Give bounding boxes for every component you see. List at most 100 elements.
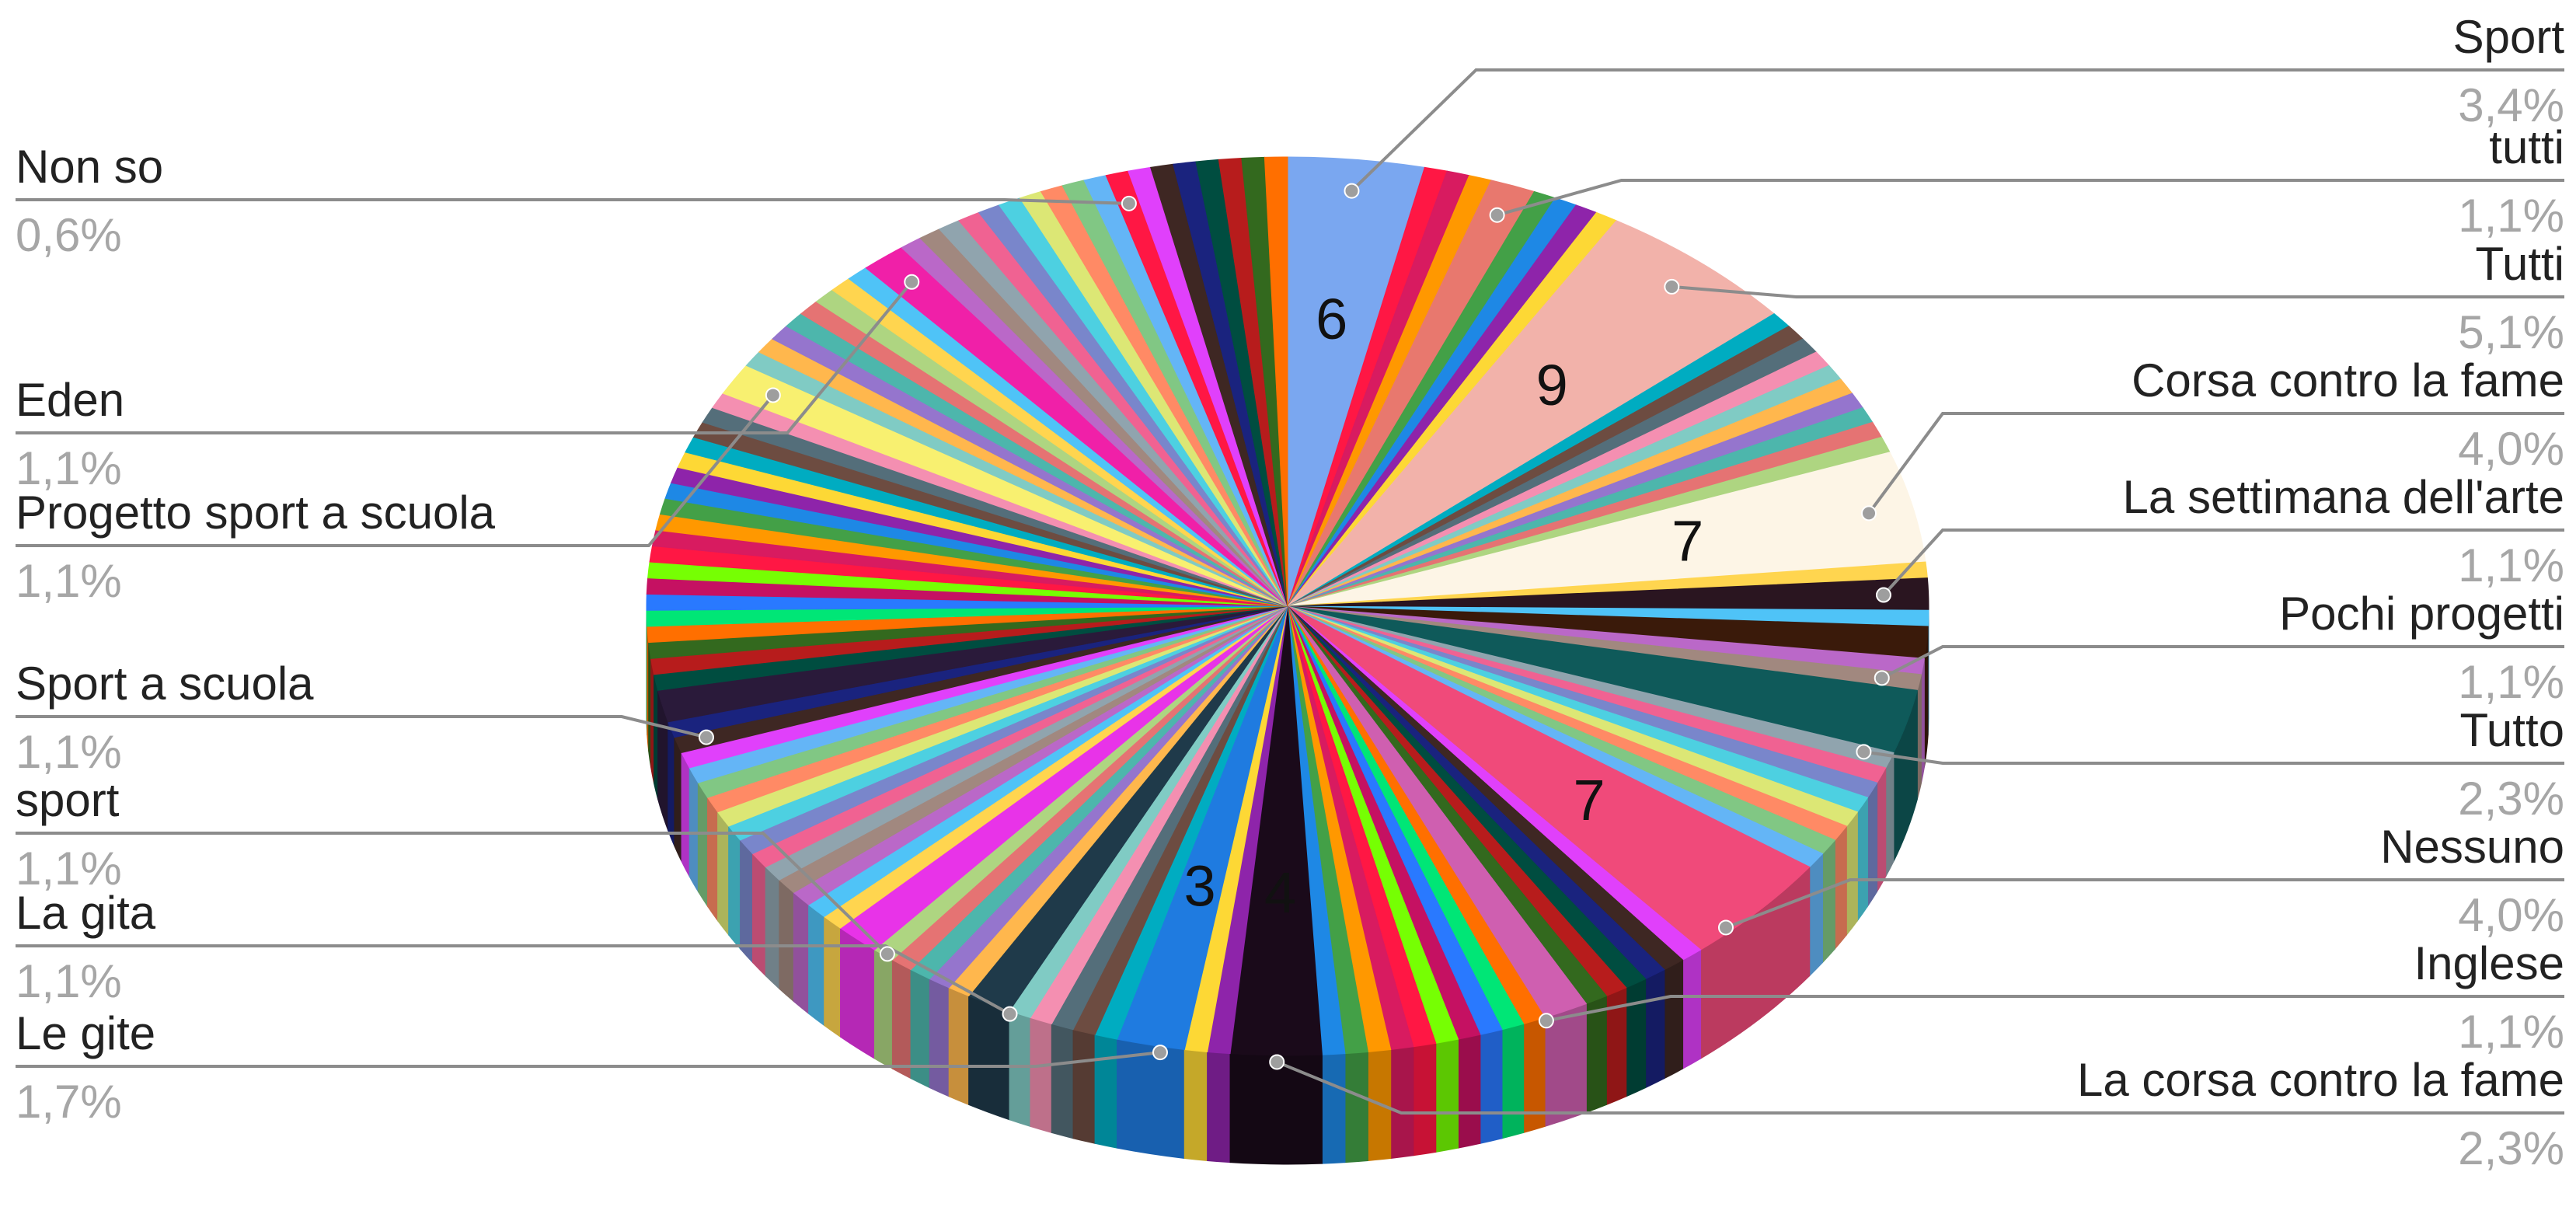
leader-dot bbox=[1719, 920, 1733, 934]
pie-side-slice bbox=[892, 960, 911, 1078]
leader-dot bbox=[905, 275, 919, 289]
leader-dot bbox=[1539, 1013, 1553, 1027]
pie-side-slice bbox=[708, 797, 718, 921]
leader-line bbox=[1351, 70, 2564, 191]
leader-dot bbox=[1153, 1045, 1167, 1059]
pie-side-slice bbox=[1051, 1024, 1073, 1138]
slice-label-name: Progetto sport a scuola bbox=[16, 487, 496, 539]
leader-dot bbox=[766, 388, 780, 402]
pie-side-slice bbox=[874, 950, 892, 1069]
pie-side-slice bbox=[765, 867, 779, 989]
pie-side-sport bbox=[841, 928, 875, 1059]
pie-side-slice bbox=[741, 840, 753, 963]
slice-label-percent: 4,0% bbox=[2458, 423, 2564, 475]
pie-side-slice bbox=[654, 675, 658, 799]
slice-label-name: La gita bbox=[16, 887, 156, 939]
pie-side-slice bbox=[1030, 1017, 1051, 1132]
pie-side-slice bbox=[1413, 1043, 1436, 1155]
inside-count-label: 6 bbox=[1316, 287, 1347, 351]
pie-side-slice bbox=[1322, 1054, 1345, 1163]
pie-side-slice bbox=[911, 970, 929, 1088]
pie-side-slice bbox=[809, 905, 824, 1025]
pie-side-slice bbox=[1345, 1052, 1368, 1162]
leader-dot bbox=[1862, 506, 1876, 520]
pie-side-slice bbox=[681, 752, 689, 876]
slice-label-percent: 1,1% bbox=[16, 442, 122, 494]
slice-label-percent: 1,1% bbox=[2458, 190, 2564, 242]
pie-side-slice bbox=[1683, 950, 1701, 1069]
leader-dot bbox=[1344, 184, 1358, 198]
slice-label-name: Nessuno bbox=[2380, 821, 2564, 873]
leader-dot bbox=[1122, 197, 1136, 211]
inside-count-label: 3 bbox=[1184, 853, 1216, 918]
pie-side-slice bbox=[689, 768, 698, 891]
leader-line bbox=[1497, 180, 2564, 215]
pie-side-slice bbox=[949, 988, 968, 1105]
slice-label-percent: 2,3% bbox=[2458, 773, 2564, 825]
slice-label-percent: 2,3% bbox=[2458, 1122, 2564, 1174]
pie-side-slice bbox=[1009, 1011, 1030, 1127]
pie-side-slice bbox=[1391, 1047, 1413, 1159]
pie-side-slice bbox=[1095, 1034, 1117, 1148]
pie-side-slice bbox=[1917, 675, 1921, 799]
slice-label-percent: 1,1% bbox=[2458, 539, 2564, 591]
slice-label-name: sport bbox=[16, 774, 120, 826]
slice-label-name: Inglese bbox=[2414, 937, 2564, 989]
pie-side-slice bbox=[729, 826, 741, 949]
pie-side-slice bbox=[1835, 826, 1846, 949]
slice-label-percent: 5,1% bbox=[2458, 306, 2564, 358]
leader-line bbox=[16, 200, 1129, 204]
pie-side-slice bbox=[1480, 1030, 1502, 1144]
slice-label-percent: 1,7% bbox=[16, 1076, 122, 1128]
slice-label-name: Tutto bbox=[2459, 704, 2564, 756]
leader-dot bbox=[1003, 1007, 1017, 1021]
pie-side-slice bbox=[824, 916, 841, 1037]
pie-side-slice bbox=[675, 738, 681, 862]
pie-side-slice bbox=[1073, 1030, 1095, 1144]
pie-side-slice bbox=[1886, 752, 1894, 876]
slice-label-name: Tutti bbox=[2476, 238, 2564, 290]
slice-label-name: La corsa contro la fame bbox=[2077, 1054, 2564, 1106]
pie-side-slice bbox=[1810, 853, 1823, 975]
slice-label-percent: 1,1% bbox=[16, 955, 122, 1007]
leader-dot bbox=[1270, 1055, 1284, 1069]
leader-dot bbox=[1664, 280, 1678, 294]
slice-label-name: Sport a scuola bbox=[16, 658, 314, 710]
pie-side-slice bbox=[1877, 768, 1886, 891]
pie-side-slice bbox=[1823, 840, 1835, 963]
pie-side-slice bbox=[1208, 1052, 1230, 1162]
pie-side-slice bbox=[1502, 1024, 1524, 1138]
slice-label-percent: 1,1% bbox=[2458, 1006, 2564, 1058]
pie-side-slice bbox=[1664, 960, 1683, 1078]
inside-count-label: 7 bbox=[1671, 509, 1703, 574]
inside-count-label: 7 bbox=[1574, 768, 1605, 832]
slice-label-name: tutti bbox=[2489, 121, 2564, 173]
pie-side-slice bbox=[1436, 1039, 1459, 1152]
slice-label-name: Le gite bbox=[16, 1007, 155, 1059]
slice-label-name: Sport bbox=[2453, 11, 2565, 63]
pie-side-slice bbox=[779, 880, 793, 1001]
pie-side-slice bbox=[698, 783, 707, 906]
leader-dot bbox=[880, 947, 894, 961]
slice-label-name: Non so bbox=[16, 141, 163, 193]
pie-side-slice bbox=[1857, 797, 1867, 921]
pie-side-slice bbox=[752, 853, 765, 975]
slice-label-percent: 1,1% bbox=[16, 555, 122, 607]
slice-label-percent: 1,1% bbox=[16, 842, 122, 895]
slice-label-name: Eden bbox=[16, 374, 124, 426]
inside-count-label: 4 bbox=[1264, 860, 1296, 925]
pie-side-slice bbox=[668, 722, 675, 846]
leader-dot bbox=[1875, 671, 1889, 685]
leader-dot bbox=[699, 731, 713, 745]
slice-label-percent: 4,0% bbox=[2458, 889, 2564, 941]
leader-line bbox=[1671, 287, 2564, 297]
leader-dot bbox=[1877, 588, 1891, 602]
pie-side-slice bbox=[793, 892, 808, 1013]
pie-side-slice bbox=[1184, 1049, 1207, 1160]
pie-side-slice bbox=[651, 658, 654, 783]
pie-side-slice bbox=[1524, 1017, 1545, 1132]
pie-side-slice bbox=[718, 812, 729, 935]
slice-label-name: La settimana dell'arte bbox=[2123, 471, 2564, 523]
